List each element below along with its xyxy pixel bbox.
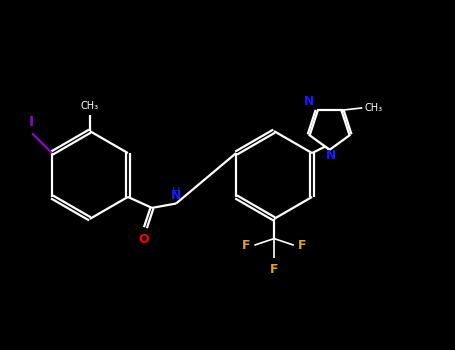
Text: N: N	[326, 149, 337, 162]
Text: F: F	[298, 239, 307, 252]
Text: I: I	[29, 115, 34, 129]
Text: N: N	[171, 189, 181, 202]
Text: CH₃: CH₃	[81, 102, 99, 111]
Text: O: O	[138, 233, 148, 246]
Text: CH₃: CH₃	[364, 103, 383, 113]
Text: H: H	[172, 188, 180, 197]
Text: F: F	[270, 263, 278, 276]
Text: N: N	[304, 95, 314, 108]
Text: F: F	[242, 239, 250, 252]
